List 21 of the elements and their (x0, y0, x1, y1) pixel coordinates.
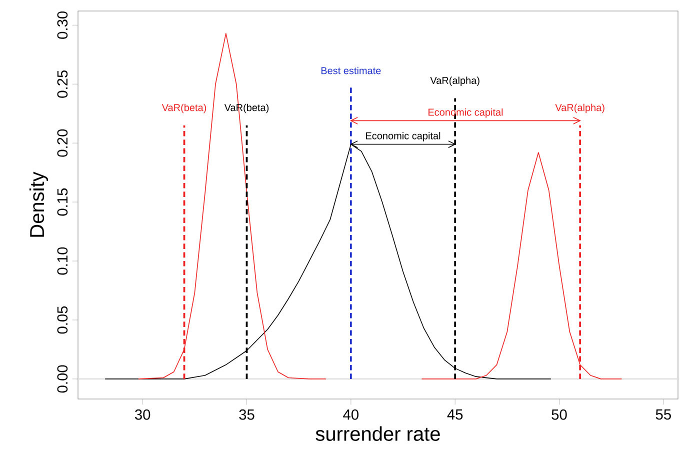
y-tick-label: 0.20 (57, 129, 68, 157)
series-label: Economic capital (366, 132, 440, 142)
x-tick-label: 30 (135, 409, 150, 420)
y-axis-title: Density (29, 172, 48, 237)
series-label: VaR(alpha) (430, 76, 480, 86)
y-tick-label: 0.10 (57, 247, 68, 275)
x-tick-label: 50 (552, 409, 567, 420)
x-tick-label: 45 (447, 409, 463, 420)
series-label: VaR(alpha) (555, 104, 604, 114)
y-tick-label: 0.05 (57, 306, 68, 334)
series-label: Economic capital (428, 108, 503, 118)
x-tick-label: 55 (656, 409, 671, 420)
series-label: Best estimate (321, 66, 381, 74)
y-tick-label: 0.15 (57, 188, 68, 216)
series-label: VaR(beta) (162, 104, 206, 114)
y-tick-label: 0.30 (57, 11, 68, 39)
x-axis-title: surrender rate (316, 426, 440, 441)
x-tick-label: 40 (343, 409, 358, 420)
y-tick-label: 0.00 (57, 365, 68, 393)
x-tick-label: 35 (239, 409, 254, 420)
y-tick-label: 0.25 (57, 70, 68, 98)
